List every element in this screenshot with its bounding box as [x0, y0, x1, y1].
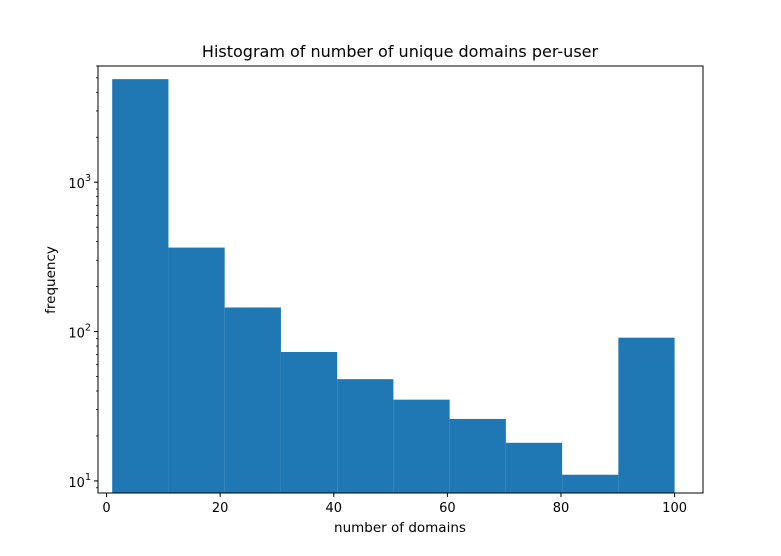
histogram-bar-3 — [224, 307, 281, 493]
histogram-bar-2 — [168, 247, 225, 493]
x-tick-label: 80 — [553, 501, 570, 516]
ticks-group: 0 20 40 60 80 100 101 102 103 — [68, 65, 687, 516]
histogram-bar-7 — [449, 418, 506, 493]
axes-frame — [97, 65, 704, 494]
histogram-bar-6 — [393, 399, 450, 493]
chart-title: Histogram of number of unique domains pe… — [202, 42, 599, 61]
y-axis-label: frequency — [43, 246, 59, 314]
bars-group — [112, 79, 675, 493]
histogram-bar-8 — [505, 442, 563, 493]
x-tick-label: 100 — [662, 501, 687, 516]
histogram-bar-1 — [112, 79, 169, 493]
x-tick-label: 60 — [439, 501, 456, 516]
y-tick-label: 102 — [68, 323, 91, 342]
histogram-bar-5 — [337, 379, 394, 493]
y-tick-label: 103 — [68, 173, 91, 192]
histogram-bar-4 — [280, 351, 338, 493]
x-axis-label: number of domains — [334, 520, 466, 536]
histogram-bar-9 — [562, 474, 619, 493]
x-tick-label: 20 — [212, 501, 229, 516]
y-tick-label: 101 — [68, 472, 91, 491]
x-tick-label: 0 — [102, 501, 110, 516]
histogram-bar-10 — [618, 337, 675, 493]
x-tick-label: 40 — [325, 501, 342, 516]
